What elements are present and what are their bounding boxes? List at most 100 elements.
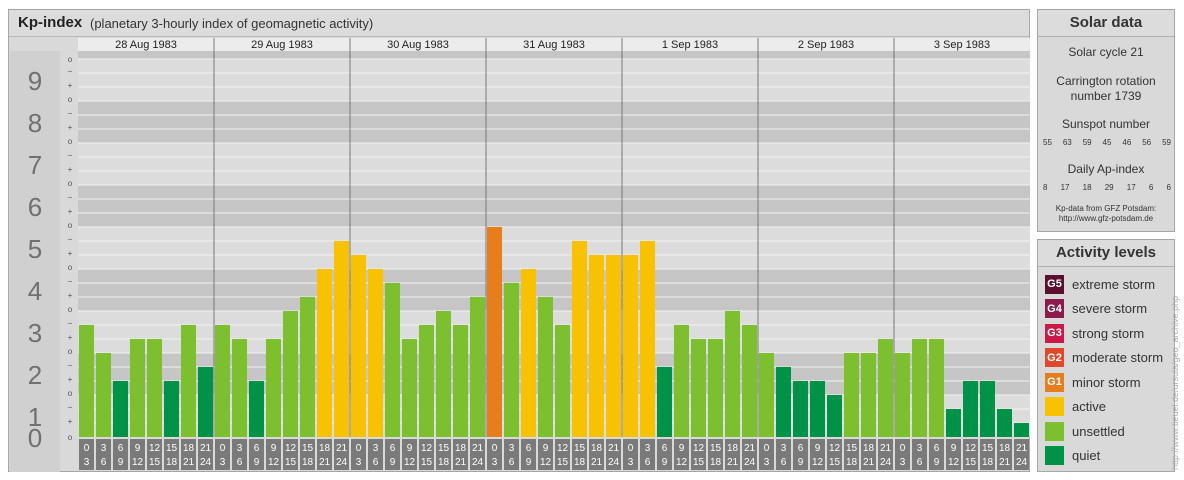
interval-cell: [895, 439, 910, 470]
interval-cell: [946, 439, 961, 470]
kp-bar: [844, 353, 859, 437]
kp-bar: [861, 353, 876, 437]
day-label: 2 Sep 1983: [798, 39, 854, 51]
legend-swatch: G1: [1045, 372, 1064, 392]
interval-start-label: 6: [390, 443, 396, 454]
day-label: 3 Sep 1983: [934, 39, 990, 51]
legend-swatch: G3: [1045, 323, 1064, 343]
interval-cell: [521, 439, 536, 470]
interval-end-label: 9: [662, 457, 668, 468]
interval-start-label: 18: [455, 443, 467, 454]
interval-cell: [504, 439, 519, 470]
interval-start-label: 21: [608, 443, 620, 454]
interval-cell: [436, 439, 451, 470]
interval-end-label: 6: [645, 457, 651, 468]
legend-row: active: [1045, 397, 1106, 417]
interval-end-label: 3: [84, 457, 90, 468]
interval-cell: [725, 439, 740, 470]
day-label: 29 Aug 1983: [251, 39, 313, 51]
interval-cell: [759, 439, 774, 470]
y-tick-label: 7: [28, 150, 42, 180]
kp-bar: [776, 366, 791, 437]
interval-end-label: 21: [319, 457, 331, 468]
interval-end-label: 12: [540, 457, 552, 468]
interval-cell: [657, 439, 672, 470]
interval-end-label: 21: [183, 457, 195, 468]
legend-row: quiet: [1045, 446, 1100, 466]
interval-start-label: 21: [336, 443, 348, 454]
interval-start-label: 21: [200, 443, 212, 454]
interval-start-label: 12: [421, 443, 433, 454]
interval-end-label: 15: [693, 457, 705, 468]
y-tick-label: 2: [28, 360, 42, 390]
interval-cell: [283, 439, 298, 470]
interval-start-label: 0: [220, 443, 226, 454]
kp-bar: [283, 311, 298, 437]
interval-cell: [589, 439, 604, 470]
kp-bar: [538, 297, 553, 437]
sub-tick-label: −: [68, 277, 73, 286]
interval-end-label: 12: [268, 457, 280, 468]
interval-start-label: 12: [285, 443, 297, 454]
legend-label: unsettled: [1072, 423, 1125, 439]
interval-start-label: 3: [237, 443, 243, 454]
kp-bar: [674, 324, 689, 437]
interval-cell: [181, 439, 196, 470]
interval-end-label: 6: [101, 457, 107, 468]
interval-cell: [963, 439, 978, 470]
ap-value: 8: [1043, 183, 1048, 192]
sub-tick-label: +: [68, 249, 73, 258]
interval-start-label: 0: [900, 443, 906, 454]
interval-cell: [708, 439, 723, 470]
interval-start-label: 3: [781, 443, 787, 454]
kp-bar: [453, 324, 468, 437]
interval-cell: [997, 439, 1012, 470]
sub-tick-label: −: [68, 193, 73, 202]
kp-bar: [1014, 423, 1029, 437]
day-header-bg: [486, 38, 622, 51]
interval-start-label: 0: [84, 443, 90, 454]
kp-bar: [589, 255, 604, 437]
interval-end-label: 15: [829, 457, 841, 468]
kp-bar: [402, 339, 417, 437]
interval-end-label: 15: [149, 457, 161, 468]
interval-cell: [844, 439, 859, 470]
carrington-line1: Carrington rotation: [1056, 74, 1156, 88]
interval-cell: [147, 439, 162, 470]
interval-start-label: 15: [166, 443, 178, 454]
sub-tick-label: −: [68, 361, 73, 370]
legend-swatch: G4: [1045, 299, 1064, 318]
interval-start-label: 15: [574, 443, 586, 454]
sub-tick-label: −: [68, 109, 73, 118]
interval-end-label: 21: [863, 457, 875, 468]
interval-end-label: 6: [781, 457, 787, 468]
kp-bar: [334, 240, 349, 437]
y-axis-column: [10, 51, 60, 472]
interval-cell: [113, 439, 128, 470]
sub-tick-label: o: [68, 179, 73, 188]
kp-bar: [878, 339, 893, 437]
interval-end-label: 18: [438, 457, 450, 468]
sub-tick-label: o: [68, 137, 73, 146]
interval-start-label: 6: [526, 443, 532, 454]
kp-bar: [810, 381, 825, 437]
interval-start-label: 6: [254, 443, 260, 454]
interval-start-label: 0: [492, 443, 498, 454]
sub-tick-label: o: [68, 305, 73, 314]
kp-bar: [164, 381, 179, 437]
interval-end-label: 21: [591, 457, 603, 468]
interval-cell: [538, 439, 553, 470]
interval-end-label: 12: [948, 457, 960, 468]
sunspot-value: 46: [1122, 138, 1132, 147]
interval-cell: [674, 439, 689, 470]
interval-end-label: 12: [812, 457, 824, 468]
kp-band: [78, 59, 1030, 101]
solar-data-title: Solar data: [1038, 10, 1174, 37]
interval-start-label: 6: [118, 443, 124, 454]
sub-tick-label: +: [68, 333, 73, 342]
legend-swatch: [1045, 421, 1064, 441]
kp-band: [78, 269, 1030, 311]
interval-start-label: 3: [509, 443, 515, 454]
interval-end-label: 21: [455, 457, 467, 468]
sub-tick-label: +: [68, 417, 73, 426]
